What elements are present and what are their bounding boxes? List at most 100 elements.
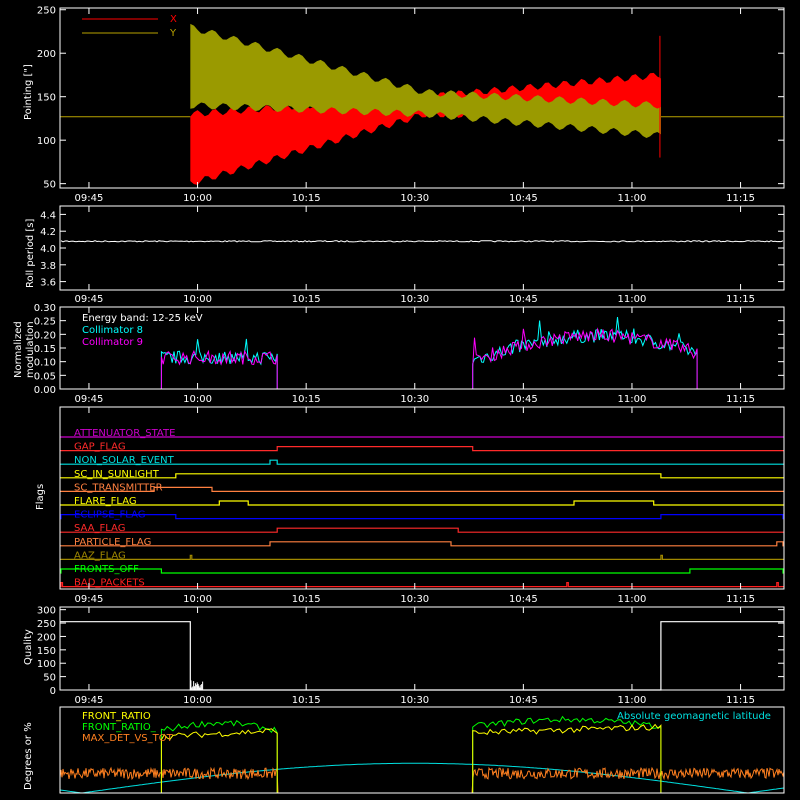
flag-line (60, 513, 784, 520)
pointing-x-ticks: 09:45 10:00 10:15 10:30 10:45 11:00 11:15 (75, 8, 755, 204)
y-tick-label: 4.4 (40, 210, 56, 221)
x-tick-label: 10:00 (183, 695, 212, 706)
x-tick-label: 09:45 (75, 695, 104, 706)
pointing-ylabel: Pointing ["] (23, 64, 34, 120)
legend-front-ratio: FRONT_RATIO (82, 711, 151, 722)
quality-ylabel: Quality (23, 629, 34, 665)
roll-series (60, 240, 784, 243)
flag-lines: ATTENUATOR_STATE GAP_FLAG NON_SOLAR_EVENT S… (60, 428, 784, 589)
x-tick-label: 11:15 (726, 695, 755, 706)
y-tick-label: 0.00 (34, 385, 56, 396)
roll-x-ticks: 09:45 10:00 10:15 10:30 10:45 11:00 11:15 (75, 206, 755, 305)
x-tick-label: 10:00 (183, 394, 212, 405)
x-tick-label: 10:00 (183, 594, 212, 605)
y-tick-label: 50 (43, 673, 56, 684)
y-tick-label: 0.05 (34, 371, 56, 382)
x-tick-label: 11:00 (618, 594, 647, 605)
x-tick-label: 11:00 (618, 695, 647, 706)
flag-label: ATTENUATOR_STATE (74, 428, 175, 439)
x-tick-label: 10:15 (292, 294, 321, 305)
ratios-panel: Degrees or % FRONT_RATIO FRONT_RATIO_ MA… (23, 706, 785, 794)
flag-line (60, 581, 784, 588)
modulation-ylabel: Normalized modulation (13, 318, 36, 378)
x-tick-label: 10:30 (400, 394, 429, 405)
ratios-ylabel: Degrees or % (23, 722, 34, 790)
x-tick-label: 11:15 (726, 193, 755, 204)
modulation-y-ticks: 0.30 0.25 0.20 0.15 0.10 0.05 0.00 (34, 303, 784, 396)
flags-x-ticks: 09:45 10:00 10:15 10:30 10:45 11:00 11:15 (75, 407, 755, 605)
y-tick-label: 0.10 (34, 358, 56, 369)
quality-panel: 300 250 200 150 100 50 0 09:45 10:00 10:15 10:30 1… (23, 606, 785, 706)
flag-label: AAZ_FLAG (74, 550, 126, 561)
flag-line (60, 500, 784, 506)
x-tick-label: 10:15 (292, 594, 321, 605)
y-tick-label: 0 (50, 686, 56, 697)
pointing-y-band (190, 23, 661, 138)
y-tick-label: 100 (37, 136, 56, 147)
y-tick-label: 3.8 (40, 261, 56, 272)
modulation-panel: 0.30 0.25 0.20 0.15 0.10 0.05 0.00 09:45 10:00 1… (13, 303, 785, 405)
y-tick-label: 100 (37, 659, 56, 670)
x-tick-label: 10:30 (400, 294, 429, 305)
flag-label: SC_TRANSMITTER (74, 482, 163, 493)
roll-panel: 4.4 4.2 4.0 3.8 3.6 09:45 10:00 10:15 10:30 10:4… (25, 205, 785, 305)
flag-label: BAD_PACKETS (74, 578, 145, 589)
flag-line (60, 486, 784, 492)
flag-line (60, 541, 784, 547)
y-tick-label: 300 (37, 606, 56, 617)
x-tick-label: 11:15 (726, 294, 755, 305)
y-tick-label: 150 (37, 93, 56, 104)
flag-label: ECLIPSE_FLAG (74, 510, 145, 521)
legend-front-ratio-2: FRONT_RATIO_ (82, 722, 157, 733)
pointing-panel: 250 200 150 100 50 09:45 10:00 10:15 10:30 10:45… (23, 6, 785, 204)
legend-x-label: X (170, 14, 177, 25)
legend-collimator-8: Collimator 8 (82, 325, 143, 336)
pointing-series (60, 23, 784, 185)
y-tick-label: 0.25 (34, 317, 56, 328)
y-tick-label: 4.2 (40, 227, 56, 238)
x-tick-label: 10:00 (183, 193, 212, 204)
flag-line (60, 554, 784, 561)
y-tick-label: 200 (37, 49, 56, 60)
y-tick-label: 250 (37, 619, 56, 630)
x-tick-label: 10:30 (400, 594, 429, 605)
y-tick-label: 3.6 (40, 278, 56, 289)
modulation-series (60, 317, 784, 390)
x-tick-label: 10:45 (509, 394, 538, 405)
front-ratio-line (60, 723, 784, 794)
x-tick-label: 09:45 (75, 594, 104, 605)
flag-label: GAP_FLAG (74, 442, 126, 453)
collimator-8-series (60, 317, 784, 390)
x-tick-label: 10:30 (400, 193, 429, 204)
legend-energy-band: Energy band: 12-25 keV (82, 313, 203, 324)
flag-line (60, 527, 784, 533)
pointing-y-ticks: 250 200 150 100 50 (37, 6, 784, 191)
flag-label: FRONTS_OFF (74, 564, 139, 575)
x-tick-label: 09:45 (75, 193, 104, 204)
roll-y-ticks: 4.4 4.2 4.0 3.8 3.6 (40, 210, 784, 289)
x-tick-label: 09:45 (75, 394, 104, 405)
y-tick-label: 50 (43, 180, 56, 191)
front-ratio-2-line (60, 715, 784, 794)
flag-line (60, 473, 784, 479)
x-tick-label: 10:30 (400, 695, 429, 706)
flag-label: FLARE_FLAG (74, 496, 137, 507)
y-tick-label: 0.15 (34, 344, 56, 355)
geomagnetic-latitude-label: Absolute geomagnetic latitude (617, 711, 771, 722)
roll-period-line (60, 240, 784, 243)
x-tick-label: 11:15 (726, 394, 755, 405)
x-tick-label: 11:00 (618, 193, 647, 204)
x-tick-label: 11:00 (618, 294, 647, 305)
x-tick-label: 09:45 (75, 294, 104, 305)
y-tick-label: 0.30 (34, 303, 56, 314)
x-tick-label: 10:15 (292, 193, 321, 204)
x-tick-label: 11:00 (618, 394, 647, 405)
flag-label: SC_IN_SUNLIGHT (74, 469, 160, 480)
flag-line (60, 446, 784, 452)
legend-max-det: MAX_DET_VS_TOT (82, 733, 174, 744)
collimator-9-series (60, 327, 784, 390)
x-tick-label: 10:45 (509, 193, 538, 204)
legend-collimator-9: Collimator 9 (82, 337, 143, 348)
modulation-x-ticks: 09:45 10:00 10:15 10:30 10:45 11:00 11:15 (75, 307, 755, 405)
